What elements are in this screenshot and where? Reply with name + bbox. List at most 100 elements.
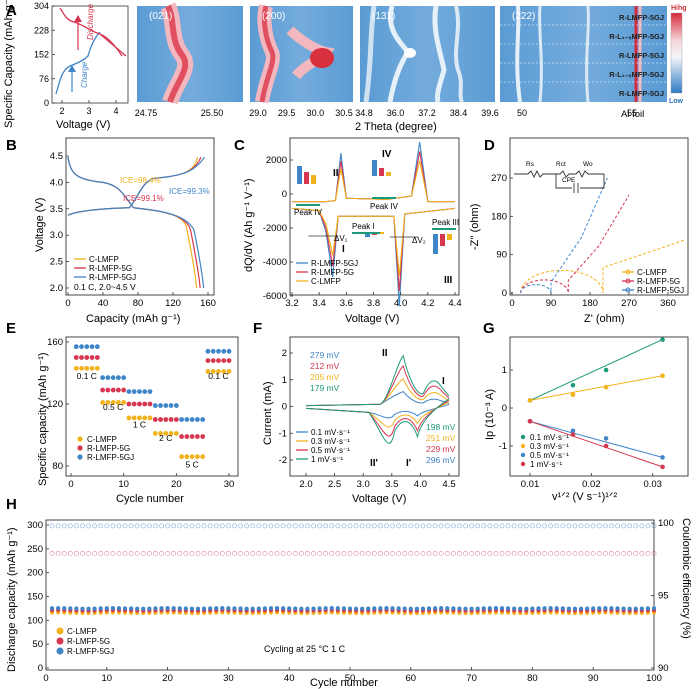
ce-point xyxy=(359,523,365,529)
f-left-mv: 212 mV xyxy=(310,361,340,371)
nyquist-curve xyxy=(520,177,608,294)
ce-point xyxy=(621,551,626,556)
capacity-point xyxy=(98,606,103,611)
ce-point xyxy=(633,523,639,529)
c-y-tick-label: 0 xyxy=(282,189,287,200)
h-x-tick-label: 20 xyxy=(162,673,173,684)
rate-point xyxy=(126,401,132,407)
ce-point xyxy=(365,523,371,529)
capacity-point xyxy=(293,606,298,611)
ce-point xyxy=(572,523,578,529)
ce-point xyxy=(560,551,566,556)
rate-point xyxy=(84,365,90,371)
h-x-tick-label: 90 xyxy=(588,673,599,684)
capacity-point xyxy=(469,606,474,611)
panel-g-ylabel: Ip (10⁻³ A) xyxy=(484,389,496,440)
g-y-tick-label: 0 xyxy=(502,403,507,414)
ce-point xyxy=(602,551,608,556)
ce-point xyxy=(305,523,310,529)
f-peak-i-prime: I' xyxy=(406,458,411,469)
rate-point xyxy=(226,348,232,354)
capacity-point xyxy=(457,606,462,611)
rate-point xyxy=(179,454,185,460)
ce-point xyxy=(450,551,456,556)
panel-g-x-ticks: 0.01 0.02 0.03 xyxy=(521,473,662,490)
g-legend-item-marker xyxy=(520,461,526,467)
f-legend-item-label: 0.5 mV·s⁻¹ xyxy=(311,446,350,455)
ce-point xyxy=(414,551,420,556)
ce-point xyxy=(438,551,444,556)
capacity-point xyxy=(536,606,541,611)
capacity-point xyxy=(639,606,644,611)
capacity-point xyxy=(244,606,249,611)
capacity-point xyxy=(317,606,322,611)
rate-point xyxy=(121,387,127,393)
f-right-mv: 251 mV xyxy=(426,433,456,443)
ce-point xyxy=(499,523,505,529)
cv-cathodic-curve xyxy=(305,400,450,437)
ce-point xyxy=(250,551,256,556)
ce-point xyxy=(432,551,438,556)
capacity-point xyxy=(177,606,182,611)
rate-point xyxy=(147,389,153,394)
ce-point xyxy=(377,551,383,556)
ce-point xyxy=(481,551,487,556)
ce-point xyxy=(80,551,85,556)
panel-label-f: F xyxy=(253,320,262,337)
f-left-mv: 279 mV xyxy=(310,350,340,360)
ce-point xyxy=(621,523,626,529)
capacity-point xyxy=(408,606,413,611)
ce-point xyxy=(450,523,456,529)
h-x-tick-label: 70 xyxy=(466,673,477,684)
capacity-point xyxy=(238,606,243,611)
xrd-stage-label: R-L₁₋ₓMFP-5GJ xyxy=(609,32,664,41)
g-legend-item-marker xyxy=(520,443,526,449)
e-x-tick-label: 20 xyxy=(171,479,182,490)
xrd-subpanel-label: (200) xyxy=(262,11,285,22)
ce-point xyxy=(377,523,383,529)
c-x-tick-label: 3.6 xyxy=(340,298,353,309)
rate-point xyxy=(205,348,211,354)
e-y-tick-label: 120 xyxy=(47,399,63,410)
ce-point xyxy=(195,551,201,556)
ce-point xyxy=(408,551,414,556)
f-left-mv: 205 mV xyxy=(310,372,340,382)
rate-point xyxy=(142,401,148,407)
capacity-point xyxy=(129,606,134,611)
ce-point xyxy=(128,523,134,529)
ce-point xyxy=(116,523,122,529)
ce-point xyxy=(560,523,566,529)
e-x-tick-label: 30 xyxy=(224,479,235,490)
ce-point xyxy=(232,523,237,529)
panel-g-points xyxy=(527,337,665,470)
ce-point xyxy=(475,551,481,556)
h-x-tick-label: 40 xyxy=(284,673,295,684)
ce-point xyxy=(457,551,462,556)
colorbar-high-label: Hihg xyxy=(671,5,687,12)
ip-point xyxy=(603,367,609,373)
rate-point xyxy=(221,369,227,374)
ce-point xyxy=(122,551,128,556)
panel-h-y2label: Coulombic efficiency (%) xyxy=(680,518,692,639)
ce-point xyxy=(566,551,572,556)
d-legend-item-label: C-LMFP xyxy=(637,268,667,277)
panel-f-x-ticks: 2.0 2.5 3.0 3.5 4.0 4.5 xyxy=(299,473,456,490)
c-y-tick-label: -4000 xyxy=(263,257,287,268)
ce-point xyxy=(463,551,468,556)
xrd-subpanel-222 xyxy=(500,5,667,103)
ce-point xyxy=(146,523,152,529)
rate-point xyxy=(84,355,90,360)
rate-point xyxy=(173,431,179,436)
capacity-point xyxy=(518,606,523,611)
cv-cathodic-curve xyxy=(305,398,450,444)
ce-point xyxy=(98,523,104,529)
rate-point xyxy=(210,358,216,363)
f-right-mv: 296 mV xyxy=(426,455,456,465)
panel-h-frame xyxy=(45,519,655,671)
rate-point xyxy=(126,389,132,394)
rate-point xyxy=(137,389,142,394)
ce-point xyxy=(165,551,170,556)
capacity-point xyxy=(426,606,432,611)
ce-point xyxy=(615,551,620,556)
